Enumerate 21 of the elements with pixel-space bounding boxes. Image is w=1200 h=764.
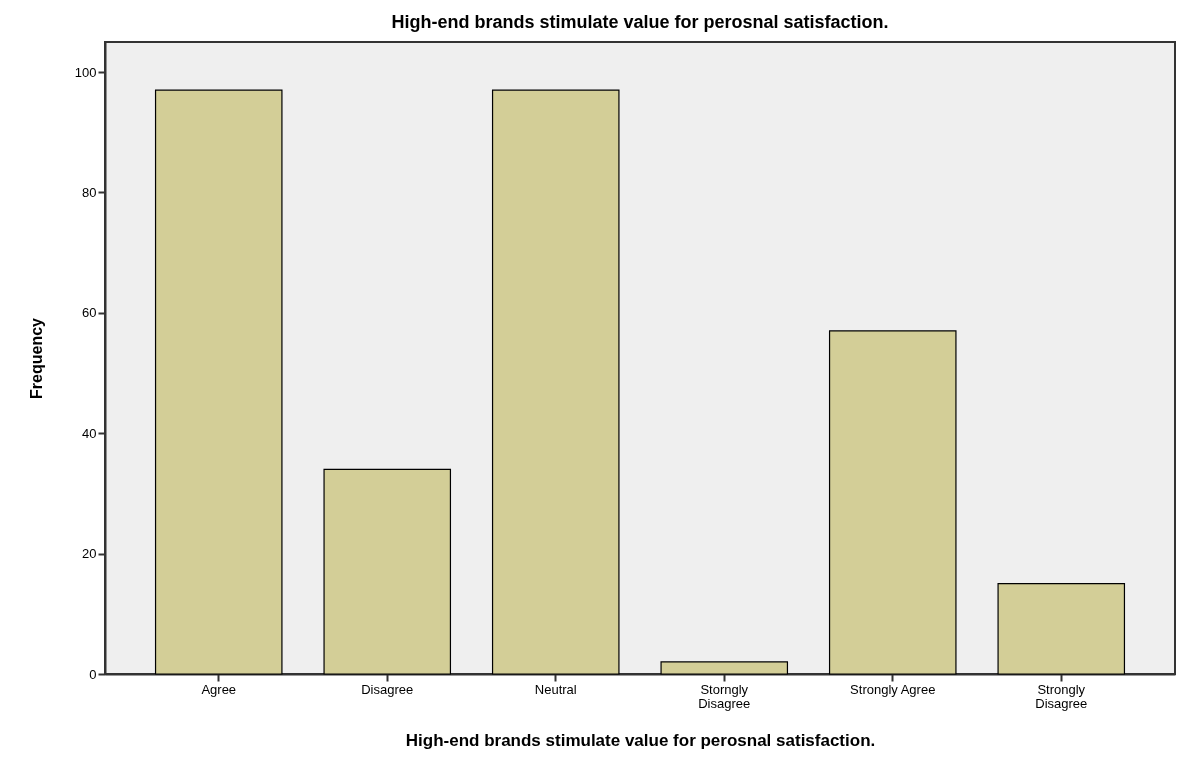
y-tick-label: 0	[89, 666, 97, 682]
bar	[491, 89, 620, 675]
bar	[997, 583, 1126, 675]
bar	[828, 330, 957, 675]
y-tick-label: 80	[82, 184, 97, 200]
x-tick-label: Neutral	[534, 681, 577, 697]
bar	[323, 468, 452, 675]
y-tick-label: 20	[82, 546, 97, 562]
y-tick-label: 100	[74, 64, 97, 80]
x-tick-label: Storngly Disagree	[698, 681, 751, 711]
bar	[660, 661, 789, 675]
y-tick-label: 60	[82, 305, 97, 321]
x-tick-label: Disagree	[361, 681, 414, 697]
chart-title: High-end brands stimulate value for perosnal satisfaction.	[391, 12, 889, 32]
x-axis-title: High-end brands stimulate value for perosnal satisfaction.	[405, 730, 876, 750]
x-tick-label: Strongly Disagree	[1035, 681, 1088, 711]
x-tick-label: Agree	[201, 681, 237, 697]
y-axis-title: Frequency	[27, 317, 45, 399]
y-tick-label: 40	[82, 425, 97, 441]
x-tick-label: Strongly Agree	[850, 681, 936, 697]
bar	[154, 89, 283, 675]
